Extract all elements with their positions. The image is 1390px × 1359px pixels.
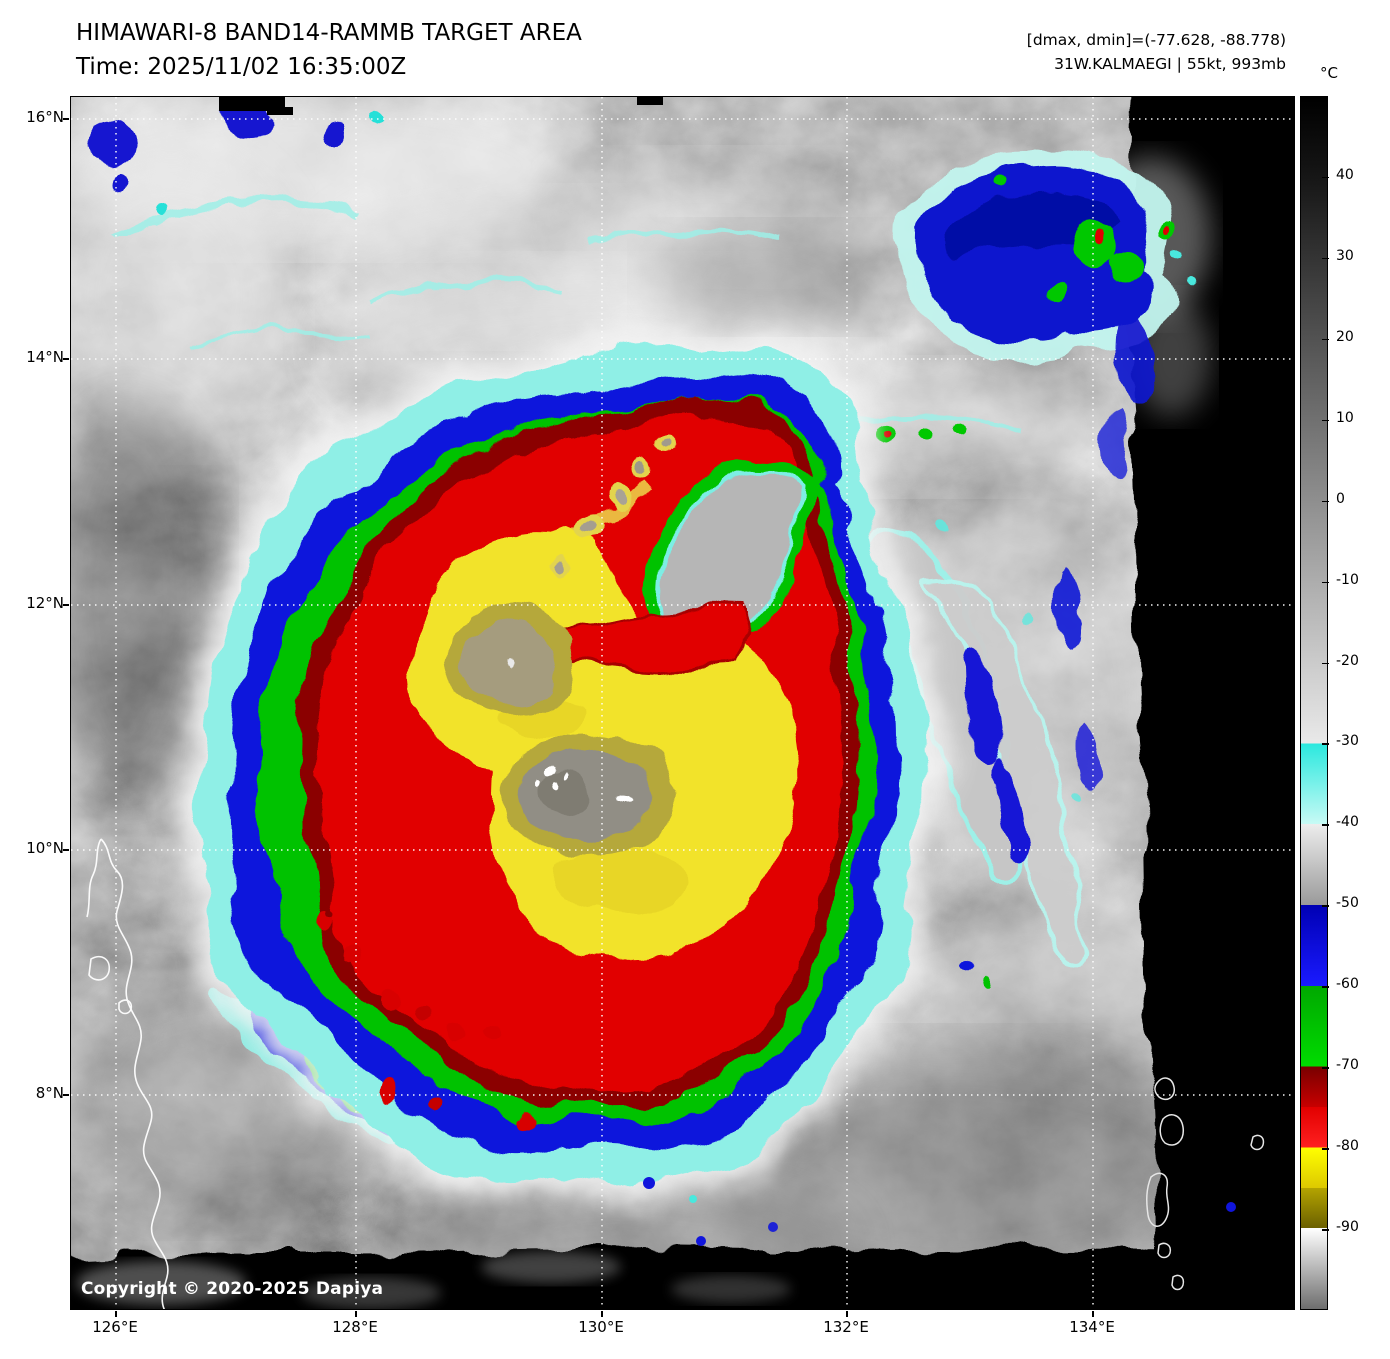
colorbar-tick-label: -80 — [1336, 1138, 1359, 1155]
dmax-dmin-readout: [dmax, dmin]=(-77.628, -88.778) — [1026, 31, 1286, 49]
colorbar-tick-mark — [1322, 500, 1329, 503]
colorbar-tick-mark — [1322, 176, 1329, 179]
colorbar-tick-label: 10 — [1336, 409, 1354, 426]
colorbar-tick-label: -50 — [1336, 895, 1359, 912]
colorbar-gradient — [1301, 97, 1327, 1309]
lon-tick-mark — [115, 1311, 117, 1317]
lat-tick-label: 12°N — [26, 594, 64, 612]
colorbar — [1300, 96, 1328, 1310]
colorbar-tick-label: -30 — [1336, 733, 1359, 750]
colorbar-tick-mark — [1322, 824, 1329, 826]
colorbar-tick-mark — [1322, 257, 1329, 260]
scan-gap-notches — [219, 97, 663, 115]
island-outlines — [1146, 1077, 1265, 1291]
colorbar-tick-label: 0 — [1336, 490, 1345, 507]
colorbar-unit: °C — [1320, 64, 1338, 82]
colorbar-tick-label: 40 — [1336, 166, 1354, 183]
lon-tick-mark — [355, 1311, 357, 1317]
colorbar-tick-mark — [1322, 905, 1329, 907]
overshooting-white-specks — [504, 654, 635, 803]
colorbar-tick-label: -90 — [1336, 1219, 1359, 1236]
storm-info: 31W.KALMAEGI | 55kt, 993mb — [1054, 55, 1286, 73]
colorbar-tick-mark — [1322, 986, 1329, 988]
lon-tick-mark — [1092, 1311, 1094, 1317]
lon-tick-label: 132°E — [823, 1318, 869, 1336]
lat-tick-label: 16°N — [26, 108, 64, 126]
upper-right-cloud-cluster — [897, 149, 1191, 482]
lat-tick-label: 14°N — [26, 348, 64, 366]
satellite-image — [71, 97, 1294, 1309]
lon-tick-label: 130°E — [578, 1318, 624, 1336]
colorbar-ticks: 40 30 20 10 0 -10 -20 -30 -40 -50 -60 -70 -80 -90 — [1322, 96, 1390, 1310]
lon-tick-label: 128°E — [332, 1318, 378, 1336]
colorbar-tick-label: -10 — [1336, 571, 1359, 588]
colorbar-tick-mark — [1322, 1067, 1329, 1069]
header: HIMAWARI-8 BAND14-RAMMB TARGET AREA Time… — [76, 16, 582, 84]
lat-tick-mark — [63, 604, 69, 606]
satellite-plot: Copyright © 2020-2025 Dapiya — [70, 96, 1295, 1310]
colorbar-tick-label: -70 — [1336, 1057, 1359, 1074]
lat-tick-label: 10°N — [26, 839, 64, 857]
inner-band-warm-pearls — [550, 438, 684, 576]
lon-tick-mark — [846, 1311, 848, 1317]
info-block: [dmax, dmin]=(-77.628, -88.778) 31W.KALM… — [880, 28, 1286, 76]
copyright: Copyright © 2020-2025 Dapiya — [81, 1279, 384, 1299]
colorbar-tick-mark — [1322, 743, 1329, 745]
colorbar-tick-mark — [1322, 338, 1329, 341]
timestamp: Time: 2025/11/02 16:35:00Z — [76, 54, 407, 80]
colorbar-tick-mark — [1322, 1148, 1329, 1150]
lat-tick-mark — [63, 118, 69, 120]
coastline — [86, 838, 169, 1309]
colorbar-tick-label: -40 — [1336, 814, 1359, 831]
colorbar-tick-mark — [1322, 581, 1329, 584]
colorbar-tick-label: 20 — [1336, 328, 1354, 345]
colorbar-tick-mark — [1322, 1229, 1329, 1231]
lat-tick-mark — [63, 1094, 69, 1096]
storm-system — [179, 326, 940, 1203]
warm-core-south — [501, 733, 673, 857]
colorbar-tick-label: -20 — [1336, 652, 1359, 669]
colorbar-tick-mark — [1322, 662, 1329, 665]
warm-core-north — [451, 604, 575, 714]
gridlines — [71, 97, 1294, 1309]
scan-edge-bottom-region — [71, 1177, 1294, 1309]
page-title: HIMAWARI-8 BAND14-RAMMB TARGET AREA — [76, 20, 582, 46]
lat-tick-mark — [63, 849, 69, 851]
colorbar-tick-mark — [1322, 419, 1329, 422]
lon-tick-label: 134°E — [1069, 1318, 1115, 1336]
lon-tick-mark — [601, 1311, 603, 1317]
colorbar-tick-label: 30 — [1336, 247, 1354, 264]
lat-tick-mark — [63, 358, 69, 360]
colorbar-tick-label: -60 — [1336, 976, 1359, 993]
southwest-red-specks — [312, 914, 530, 1122]
lon-tick-label: 126°E — [92, 1318, 138, 1336]
lat-tick-label: 8°N — [35, 1084, 64, 1102]
